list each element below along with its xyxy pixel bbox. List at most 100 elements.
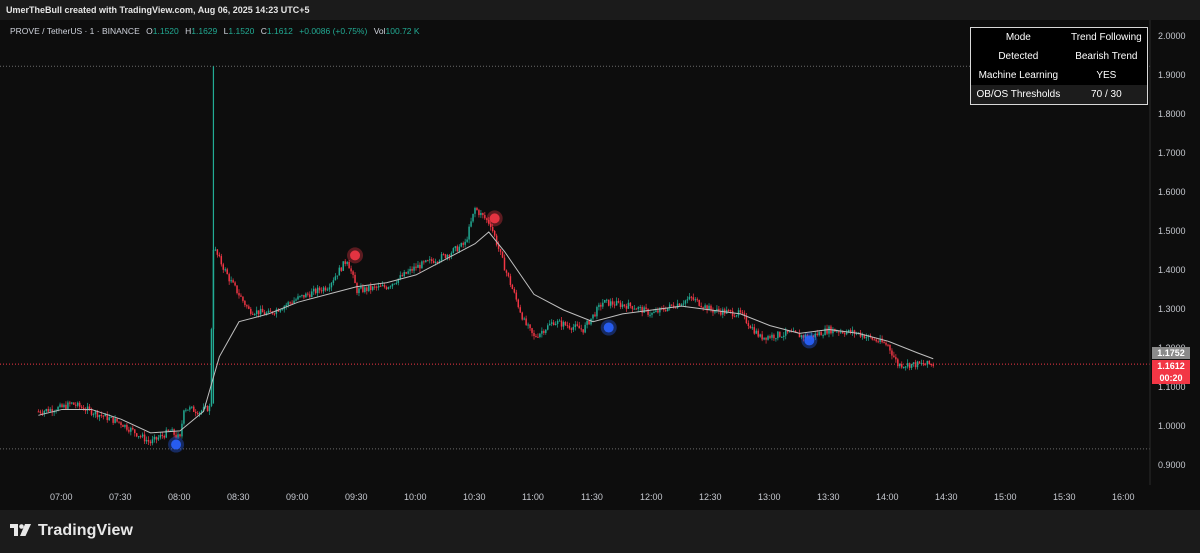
candle-body — [326, 289, 329, 291]
candle-body — [855, 333, 858, 335]
candle-body — [659, 307, 661, 313]
candle-body — [442, 254, 445, 256]
candle-body — [106, 414, 108, 421]
candle-body — [851, 330, 854, 333]
tradingview-logo[interactable]: TradingView — [10, 522, 133, 540]
candle-body — [444, 254, 447, 259]
candle-body — [753, 327, 756, 334]
candle-body — [645, 307, 647, 310]
candle-body — [423, 261, 425, 263]
candle-body — [356, 283, 358, 294]
high-value: 1.1629 — [191, 26, 218, 36]
candle-body — [137, 436, 140, 438]
candle-body — [63, 404, 65, 408]
candle-body — [517, 299, 520, 308]
candle-body — [649, 314, 651, 316]
bearish-signal-marker[interactable] — [489, 213, 500, 224]
candle-body — [295, 299, 297, 301]
candle-body — [560, 320, 563, 327]
candle-body — [584, 324, 586, 333]
candle-body — [545, 329, 547, 333]
candle-body — [454, 246, 457, 249]
symbol-name[interactable]: PROVE / TetherUS · 1 · BINANCE — [10, 26, 140, 36]
candle-body — [71, 402, 73, 404]
candle-body — [824, 328, 826, 336]
candle-body — [43, 411, 46, 414]
candle-body — [403, 272, 405, 277]
candle-body — [655, 310, 657, 312]
candle-body — [218, 254, 221, 257]
bullish-signal-marker[interactable] — [171, 439, 182, 450]
candle-body — [607, 299, 610, 306]
candle-body — [324, 287, 327, 291]
close-label: C — [260, 26, 267, 36]
candle-body — [531, 328, 533, 333]
candle-body — [602, 302, 604, 307]
candle-body — [452, 248, 455, 253]
candle-body — [472, 213, 474, 222]
candle-body — [515, 292, 518, 300]
candle-body — [387, 287, 390, 290]
candle-body — [700, 305, 702, 308]
candle-body — [362, 286, 364, 292]
candle-body — [224, 269, 226, 271]
candle-body — [214, 249, 217, 251]
candle-body — [371, 286, 374, 290]
candle-body — [818, 332, 820, 336]
candle-body — [556, 321, 559, 324]
candle-body — [853, 330, 856, 334]
candle-body — [908, 363, 911, 368]
candle-body — [364, 287, 366, 292]
candle-body — [159, 434, 162, 438]
candle-body — [720, 311, 722, 315]
candle-body — [816, 333, 818, 336]
candle-body — [885, 342, 887, 345]
candle-body — [893, 355, 895, 358]
bullish-signal-marker[interactable] — [603, 322, 614, 333]
candle-body — [45, 408, 48, 412]
candle-body — [901, 363, 903, 368]
candle-body — [822, 335, 824, 337]
candle-body — [828, 326, 830, 334]
candle-body — [440, 254, 443, 261]
candle-body — [757, 330, 759, 337]
candle-body — [222, 264, 225, 270]
candle-body — [922, 363, 925, 365]
bullish-signal-marker[interactable] — [804, 335, 815, 346]
candle-body — [493, 231, 496, 236]
candle-body — [196, 413, 199, 415]
candle-body — [812, 335, 815, 338]
chart-area[interactable]: PROVE / TetherUS · 1 · BINANCE O1.1520 H… — [0, 20, 1200, 510]
candle-body — [75, 404, 77, 406]
candle-body — [438, 260, 441, 263]
candle-body — [434, 261, 437, 263]
candle-body — [299, 295, 301, 297]
price-tick-label: 1.5000 — [1158, 226, 1186, 236]
time-tick-label: 08:00 — [168, 492, 191, 502]
candle-body — [637, 307, 639, 310]
candle-body — [460, 243, 462, 247]
candle-body — [389, 286, 392, 288]
candle-body — [800, 335, 803, 338]
candle-body — [149, 441, 152, 444]
volume-item: Vol100.72 K — [374, 26, 420, 36]
candle-body — [578, 325, 580, 329]
price-tick-label: 1.3000 — [1158, 304, 1186, 314]
close-item: C1.1612 — [261, 26, 293, 36]
candle-body — [407, 271, 409, 274]
candle-body — [76, 402, 79, 406]
candle-body — [257, 310, 260, 315]
candle-body — [358, 288, 360, 294]
candle-body — [311, 291, 313, 298]
time-tick-label: 10:00 — [404, 492, 427, 502]
price-chart[interactable] — [0, 20, 1200, 510]
candle-body — [307, 293, 309, 295]
candle-body — [228, 274, 230, 282]
candle-body — [611, 301, 614, 305]
candle-body — [519, 307, 521, 313]
bearish-signal-marker[interactable] — [350, 250, 361, 261]
candle-body — [39, 411, 42, 413]
candle-body — [627, 302, 630, 309]
price-tick-label: 1.4000 — [1158, 265, 1186, 275]
candle-body — [183, 410, 185, 424]
